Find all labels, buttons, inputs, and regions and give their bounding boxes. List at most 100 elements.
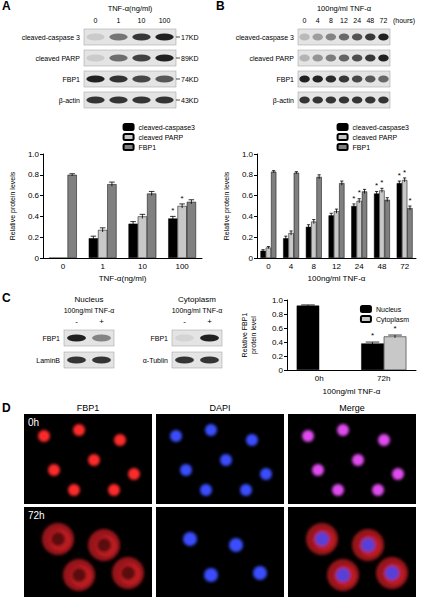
svg-text:43KD: 43KD [181, 97, 199, 104]
svg-text:4: 4 [316, 17, 320, 24]
svg-text:1: 1 [100, 262, 105, 271]
svg-text:Cytoplasm: Cytoplasm [178, 295, 216, 304]
svg-text:*: * [181, 194, 184, 203]
svg-text:48: 48 [366, 17, 374, 24]
svg-text:FBP1: FBP1 [353, 144, 371, 151]
svg-text:*: * [393, 324, 396, 333]
svg-text:*: * [403, 168, 406, 177]
svg-text:72h: 72h [28, 510, 45, 521]
svg-text:TNF-α(ng/ml): TNF-α(ng/ml) [108, 4, 153, 13]
svg-text:*: * [380, 178, 383, 187]
svg-text:1.0: 1.0 [272, 296, 284, 305]
svg-text:8: 8 [329, 17, 333, 24]
svg-text:0: 0 [303, 17, 307, 24]
svg-text:FBP1: FBP1 [62, 76, 80, 83]
svg-text:0.6: 0.6 [28, 191, 40, 200]
svg-text:0: 0 [266, 262, 271, 271]
svg-text:0h: 0h [315, 374, 324, 383]
svg-text:12: 12 [332, 262, 341, 271]
svg-text:Nucleus: Nucleus [376, 306, 402, 313]
svg-text:cleaved PARP: cleaved PARP [139, 134, 184, 141]
svg-text:*: * [171, 206, 174, 215]
svg-text:β-actin: β-actin [59, 97, 80, 105]
svg-text:0: 0 [279, 366, 284, 375]
svg-text:8: 8 [312, 262, 317, 271]
svg-text:*: * [371, 331, 374, 340]
svg-text:0.2: 0.2 [272, 352, 284, 361]
svg-text:17KD: 17KD [181, 34, 199, 41]
svg-text:0.6: 0.6 [272, 324, 284, 333]
svg-text:100ng/ml TNF-α: 100ng/ml TNF-α [317, 4, 372, 13]
svg-text:FBP1: FBP1 [150, 335, 168, 342]
svg-text:β-actin: β-actin [273, 97, 294, 105]
svg-text:0.2: 0.2 [242, 233, 254, 242]
svg-text:FBP1: FBP1 [139, 144, 157, 151]
svg-text:100ng/ml TNF-α: 100ng/ml TNF-α [323, 387, 381, 396]
svg-text:cleaved-caspase 3: cleaved-caspase 3 [236, 34, 294, 42]
svg-text:cleaved PARP: cleaved PARP [353, 134, 398, 141]
svg-text:FBP1: FBP1 [42, 335, 60, 342]
svg-text:0: 0 [249, 254, 254, 263]
svg-text:72h: 72h [377, 374, 390, 383]
svg-text:Merge: Merge [339, 403, 365, 413]
svg-text:1: 1 [117, 17, 121, 24]
svg-text:cleaved-caspase3: cleaved-caspase3 [353, 124, 410, 132]
svg-text:*: * [375, 181, 378, 190]
svg-text:89KD: 89KD [181, 55, 199, 62]
svg-text:12: 12 [340, 17, 348, 24]
svg-text:0.4: 0.4 [272, 338, 284, 347]
svg-text:0: 0 [61, 262, 66, 271]
svg-text:100ng/ml TNF-α: 100ng/ml TNF-α [64, 307, 115, 315]
svg-text:*: * [398, 171, 401, 180]
svg-text:0.6: 0.6 [242, 191, 254, 200]
svg-text:cleaved PARP: cleaved PARP [35, 55, 80, 62]
svg-text:cleaved-caspase 3: cleaved-caspase 3 [22, 34, 80, 42]
svg-text:0.4: 0.4 [242, 212, 254, 221]
svg-text:72: 72 [400, 262, 409, 271]
svg-text:100ng/ml TNF-α: 100ng/ml TNF-α [308, 274, 366, 283]
svg-text:0.8: 0.8 [272, 310, 284, 319]
svg-text:cleaved-caspase3: cleaved-caspase3 [139, 124, 196, 132]
svg-text:(hours): (hours) [393, 17, 415, 25]
svg-text:-: - [183, 317, 186, 326]
svg-text:FBP1: FBP1 [77, 403, 100, 413]
svg-text:1.0: 1.0 [28, 150, 40, 159]
svg-text:protein level: protein level [250, 316, 258, 354]
svg-text:-: - [75, 317, 78, 326]
svg-text:100: 100 [159, 17, 171, 24]
svg-text:24: 24 [353, 17, 361, 24]
svg-text:4: 4 [289, 262, 294, 271]
svg-text:LaminB: LaminB [36, 357, 60, 364]
svg-text:72: 72 [380, 17, 388, 24]
svg-text:Relative protein levels: Relative protein levels [9, 171, 17, 240]
svg-text:cleaved PARP: cleaved PARP [249, 55, 294, 62]
svg-text:α-Tublin: α-Tublin [143, 357, 168, 364]
svg-text:100ng/ml TNF-α: 100ng/ml TNF-α [172, 307, 223, 315]
svg-text:48: 48 [377, 262, 386, 271]
svg-text:0.2: 0.2 [28, 233, 40, 242]
svg-text:Cytoplasm: Cytoplasm [376, 316, 409, 324]
svg-text:TNF-α(ng/ml): TNF-α(ng/ml) [99, 274, 147, 283]
svg-text:0h: 0h [28, 417, 39, 428]
svg-text:Relative FBP1: Relative FBP1 [241, 313, 248, 358]
svg-text:1.0: 1.0 [242, 150, 254, 159]
svg-text:*: * [358, 188, 361, 197]
svg-text:*: * [408, 196, 411, 205]
svg-text:100: 100 [175, 262, 189, 271]
svg-text:Nucleus: Nucleus [75, 295, 104, 304]
svg-text:+: + [99, 317, 104, 326]
svg-text:+: + [207, 317, 212, 326]
svg-text:FBP1: FBP1 [276, 76, 294, 83]
svg-text:10: 10 [138, 262, 147, 271]
svg-text:0.8: 0.8 [28, 170, 40, 179]
svg-text:74KD: 74KD [181, 76, 199, 83]
svg-text:24: 24 [355, 262, 364, 271]
svg-text:0: 0 [94, 17, 98, 24]
svg-text:0.8: 0.8 [242, 170, 254, 179]
svg-text:*: * [352, 194, 355, 203]
svg-text:10: 10 [138, 17, 146, 24]
svg-text:0: 0 [35, 254, 40, 263]
svg-text:Relative protein levels: Relative protein levels [223, 171, 231, 240]
svg-text:DAPI: DAPI [209, 403, 230, 413]
svg-text:0.4: 0.4 [28, 212, 40, 221]
